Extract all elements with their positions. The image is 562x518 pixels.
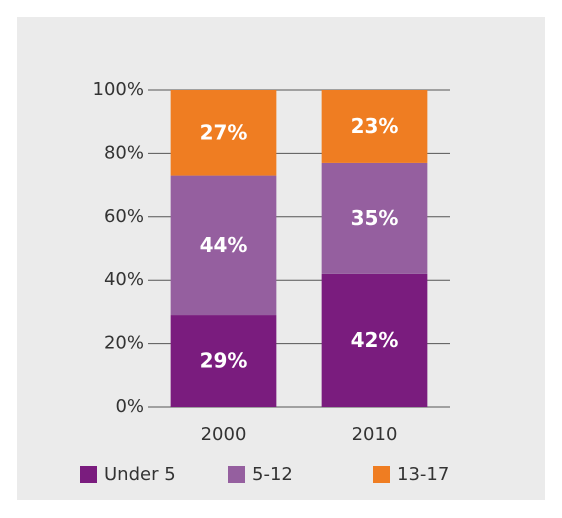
legend-label: 13-17 (397, 464, 449, 485)
y-tick-label: 100% (93, 79, 144, 100)
legend-swatch (228, 466, 245, 483)
bar-segment (321, 162, 428, 274)
value-label: 42% (351, 328, 399, 352)
y-tick-label: 40% (104, 269, 144, 290)
x-tick-label: 2010 (352, 424, 398, 445)
value-label: 29% (200, 349, 248, 373)
legend-swatch (373, 466, 390, 483)
value-label: 23% (351, 114, 399, 138)
y-tick-label: 60% (104, 206, 144, 227)
panel (17, 17, 545, 500)
value-label: 44% (200, 233, 248, 257)
legend-label: 5-12 (252, 464, 293, 485)
legend-swatch (80, 466, 97, 483)
bar-segment (170, 90, 277, 176)
legend-label: Under 5 (104, 464, 176, 485)
y-tick-label: 80% (104, 142, 144, 163)
x-tick-label: 2000 (201, 424, 247, 445)
bar-segment (321, 90, 428, 163)
y-tick-label: 20% (104, 333, 144, 354)
y-tick-label: 0% (115, 396, 144, 417)
bar-segment (170, 315, 277, 407)
bar-segment (170, 175, 277, 316)
value-label: 27% (200, 120, 248, 144)
bar-segment (321, 273, 428, 407)
value-label: 35% (351, 206, 399, 230)
